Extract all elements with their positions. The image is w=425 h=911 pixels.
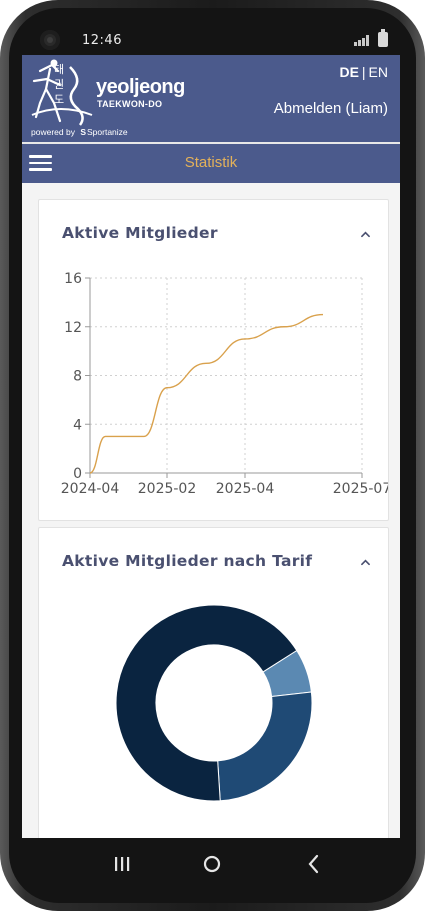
back-icon[interactable] xyxy=(294,848,334,880)
home-icon[interactable] xyxy=(192,848,232,880)
sportanize-icon: S xyxy=(80,127,86,137)
powered-by: powered by SSportanize xyxy=(31,127,128,137)
line-chart: 0 4 8 12 16 2024-04 2025-02 2025-04 2025-07 xyxy=(61,271,388,497)
page-title: Statistik xyxy=(184,154,238,171)
signal-icon xyxy=(354,35,370,46)
lang-separator: | xyxy=(361,64,366,80)
hangul-char-3: 도 xyxy=(54,93,65,106)
powered-by-label: powered by xyxy=(31,127,75,137)
card-title-members-by-tariff: Aktive Mitglieder nach Tarif xyxy=(62,552,313,570)
hamburger-icon[interactable] xyxy=(29,155,52,171)
donut-chart xyxy=(115,604,313,802)
lang-en-link[interactable]: EN xyxy=(368,64,388,80)
app-header: 태 권 도 yeoljeong TAEKWON-DO powered by SS… xyxy=(22,55,400,142)
donut-slice-1 xyxy=(115,604,298,802)
x-tick-label: 2025-02 xyxy=(138,481,197,497)
card-active-members: Aktive Mitglieder 0 4 8 12 16 2024-04 2025-02 2… xyxy=(38,199,389,521)
x-tick-label: 2025-07 xyxy=(333,481,388,497)
taekwondo-figure-icon xyxy=(31,59,93,126)
lang-de-link[interactable]: DE xyxy=(339,64,359,80)
chevron-up-icon[interactable] xyxy=(361,230,370,239)
y-tick-label: 0 xyxy=(73,466,82,482)
app-screen: 태 권 도 yeoljeong TAEKWON-DO powered by SS… xyxy=(22,55,400,838)
x-tick-label: 2025-04 xyxy=(216,481,275,497)
logout-link[interactable]: Abmelden (Liam) xyxy=(273,100,388,117)
brand-subtitle: TAEKWON-DO xyxy=(97,99,163,109)
y-tick-label: 8 xyxy=(73,369,82,385)
nav-bar: Statistik xyxy=(22,142,400,183)
status-bar: 12:46 xyxy=(22,22,400,58)
y-tick-label: 4 xyxy=(73,417,82,433)
status-time: 12:46 xyxy=(82,33,122,48)
hangul-char-2: 권 xyxy=(54,78,65,91)
recent-apps-icon[interactable] xyxy=(102,848,142,880)
system-nav-bar xyxy=(22,842,400,887)
camera-icon xyxy=(40,30,60,50)
powered-brand: Sportanize xyxy=(87,127,128,137)
card-title-active-members: Aktive Mitglieder xyxy=(62,224,218,242)
donut-slice-2 xyxy=(217,691,313,802)
card-members-by-tariff: Aktive Mitglieder nach Tarif xyxy=(38,527,389,838)
language-switcher: DE | EN xyxy=(339,64,388,80)
y-tick-label: 12 xyxy=(64,320,82,336)
hangul-char-1: 태 xyxy=(54,63,65,76)
series-line xyxy=(89,313,324,474)
x-tick-label: 2024-04 xyxy=(61,481,120,497)
chevron-up-icon[interactable] xyxy=(361,558,370,567)
club-logo[interactable]: 태 권 도 yeoljeong TAEKWON-DO powered by SS… xyxy=(30,59,200,141)
y-tick-label: 16 xyxy=(64,271,82,287)
battery-icon xyxy=(378,29,388,47)
brand-name: yeoljeong xyxy=(96,76,185,98)
